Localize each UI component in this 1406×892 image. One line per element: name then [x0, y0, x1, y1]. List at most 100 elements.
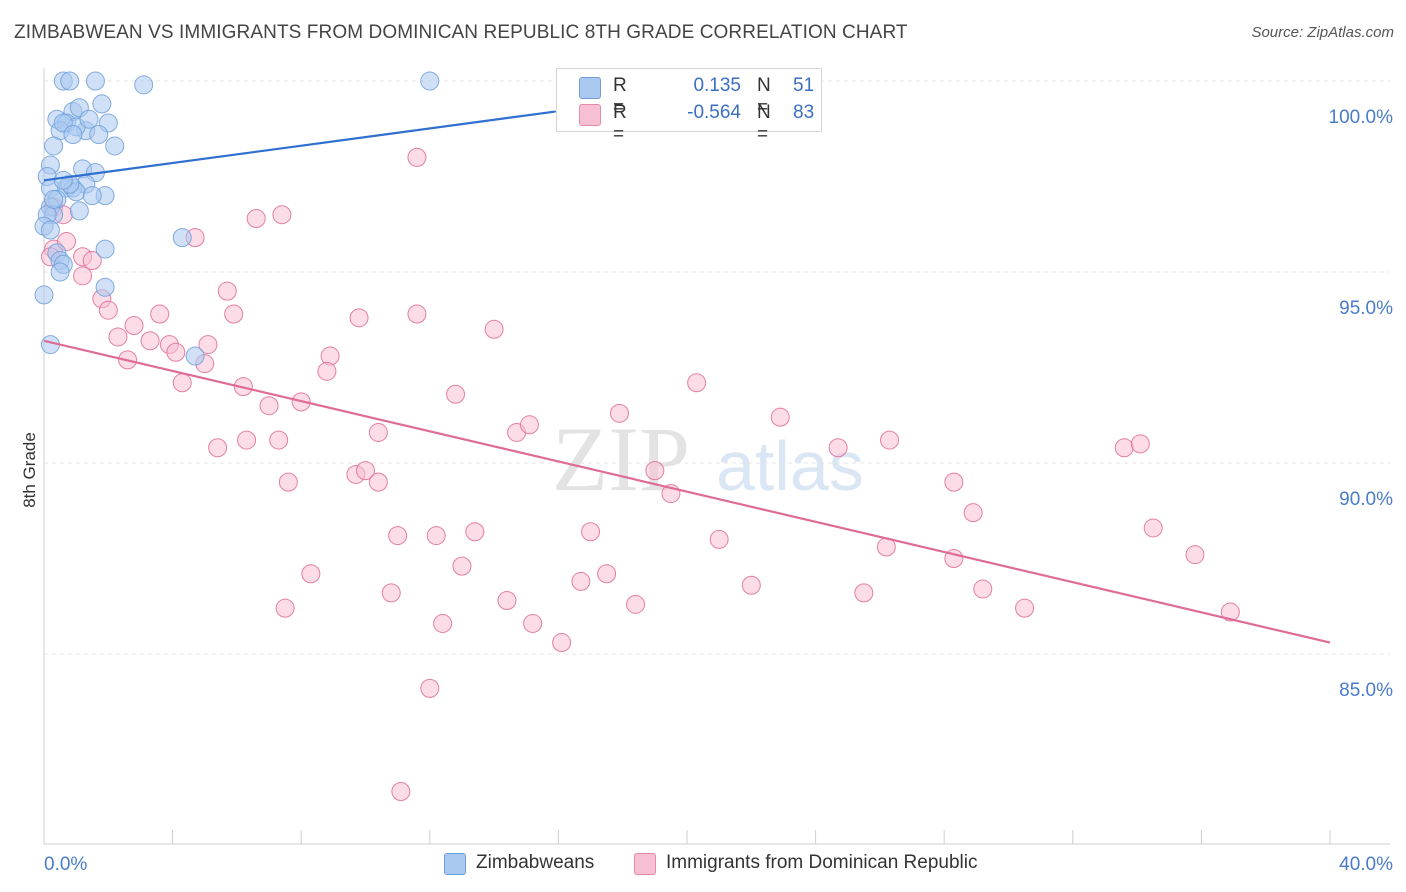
- legend-swatch-zimbabweans: [579, 77, 601, 99]
- trend-line-dominican: [43, 339, 1331, 644]
- point-dominican: [98, 300, 118, 320]
- point-dominican: [1130, 434, 1150, 454]
- point-dominican: [854, 583, 874, 603]
- point-dominican: [259, 396, 279, 416]
- point-zimbabweans: [134, 75, 154, 95]
- point-dominican: [198, 335, 218, 355]
- point-dominican: [433, 613, 453, 633]
- legend-n-label: N =: [757, 102, 771, 145]
- point-dominican: [1220, 602, 1240, 622]
- point-dominican: [484, 319, 504, 339]
- point-dominican: [552, 633, 572, 653]
- point-zimbabweans: [92, 94, 112, 114]
- point-dominican: [420, 678, 440, 698]
- chart-title: ZIMBABWEAN VS IMMIGRANTS FROM DOMINICAN …: [14, 22, 908, 43]
- point-zimbabweans: [420, 71, 440, 91]
- point-dominican: [224, 304, 244, 324]
- point-dominican: [828, 438, 848, 458]
- point-dominican: [880, 430, 900, 450]
- point-zimbabweans: [44, 189, 64, 209]
- point-dominican: [172, 373, 192, 393]
- point-dominican: [609, 403, 629, 423]
- point-zimbabweans: [40, 220, 60, 240]
- legend-n-label: N =: [757, 75, 771, 118]
- point-dominican: [407, 304, 427, 324]
- point-zimbabweans: [82, 186, 102, 206]
- point-dominican: [124, 315, 144, 335]
- source-label[interactable]: Source: ZipAtlas.com: [1251, 24, 1394, 41]
- point-zimbabweans: [79, 109, 99, 129]
- point-dominican: [82, 251, 102, 271]
- point-dominican: [770, 407, 790, 427]
- point-dominican: [1015, 598, 1035, 618]
- point-dominican: [407, 147, 427, 167]
- point-dominican: [278, 472, 298, 492]
- point-zimbabweans: [34, 285, 54, 305]
- point-dominican: [368, 422, 388, 442]
- point-dominican: [108, 327, 128, 347]
- point-dominican: [388, 526, 408, 546]
- point-dominican: [275, 598, 295, 618]
- point-zimbabweans: [69, 201, 89, 221]
- point-dominican: [571, 571, 591, 591]
- point-dominican: [944, 472, 964, 492]
- correlation-legend: R = 0.135 N = 51 R = -0.564 N = 83: [556, 68, 822, 145]
- trend-line-zimbabweans: [43, 110, 556, 182]
- point-dominican: [237, 430, 257, 450]
- point-dominican: [741, 575, 761, 595]
- trend-lines: [43, 105, 1331, 644]
- point-zimbabweans: [95, 239, 115, 259]
- watermark: ZIP atlas: [552, 408, 864, 510]
- point-dominican: [523, 613, 543, 633]
- point-dominican: [391, 782, 411, 802]
- point-dominican: [150, 304, 170, 324]
- legend-r-label: R =: [613, 75, 627, 118]
- watermark-atlas: atlas: [716, 427, 864, 505]
- legend-swatch-dominican: [579, 104, 601, 126]
- legend-swatch: [444, 853, 466, 875]
- point-dominican: [963, 503, 983, 523]
- legend-n-value: 51: [793, 75, 815, 96]
- point-zimbabweans: [95, 277, 115, 297]
- point-dominican: [349, 308, 369, 328]
- legend-r-value: -0.564: [687, 102, 741, 123]
- legend-label: Immigrants from Dominican Republic: [666, 852, 978, 873]
- y-axis-label: 8th Grade: [20, 432, 39, 508]
- y-tick-label-100: 100.0%: [1329, 107, 1394, 128]
- point-zimbabweans: [53, 170, 73, 190]
- y-tick-label-95: 95.0%: [1339, 298, 1393, 319]
- point-dominican: [687, 373, 707, 393]
- point-dominican: [452, 556, 472, 576]
- point-zimbabweans: [89, 124, 109, 144]
- x-tick-label-min: 0.0%: [44, 854, 87, 875]
- point-zimbabweans: [60, 71, 80, 91]
- point-zimbabweans: [44, 136, 64, 156]
- x-tick-label-max: 40.0%: [1339, 854, 1393, 875]
- point-dominican: [497, 591, 517, 611]
- legend-r-value: 0.135: [693, 75, 741, 96]
- point-dominican: [317, 361, 337, 381]
- point-dominican: [272, 205, 292, 225]
- point-zimbabweans: [63, 124, 83, 144]
- y-tick-label-85: 85.0%: [1339, 680, 1393, 701]
- point-dominican: [140, 331, 160, 351]
- point-dominican: [973, 579, 993, 599]
- point-dominican: [709, 529, 729, 549]
- point-zimbabweans: [172, 228, 192, 248]
- point-dominican: [301, 564, 321, 584]
- point-dominican: [73, 266, 93, 286]
- point-dominican: [1114, 438, 1134, 458]
- legend-label: Zimbabweans: [476, 852, 595, 873]
- point-dominican: [446, 384, 466, 404]
- gridlines: [44, 80, 1390, 655]
- point-zimbabweans: [105, 136, 125, 156]
- point-zimbabweans: [50, 262, 70, 282]
- point-dominican: [519, 415, 539, 435]
- point-dominican: [246, 209, 266, 229]
- point-dominican: [626, 594, 646, 614]
- y-tick-label-90: 90.0%: [1339, 489, 1393, 510]
- point-dominican: [269, 430, 289, 450]
- point-dominican: [465, 522, 485, 542]
- point-zimbabweans: [85, 71, 105, 91]
